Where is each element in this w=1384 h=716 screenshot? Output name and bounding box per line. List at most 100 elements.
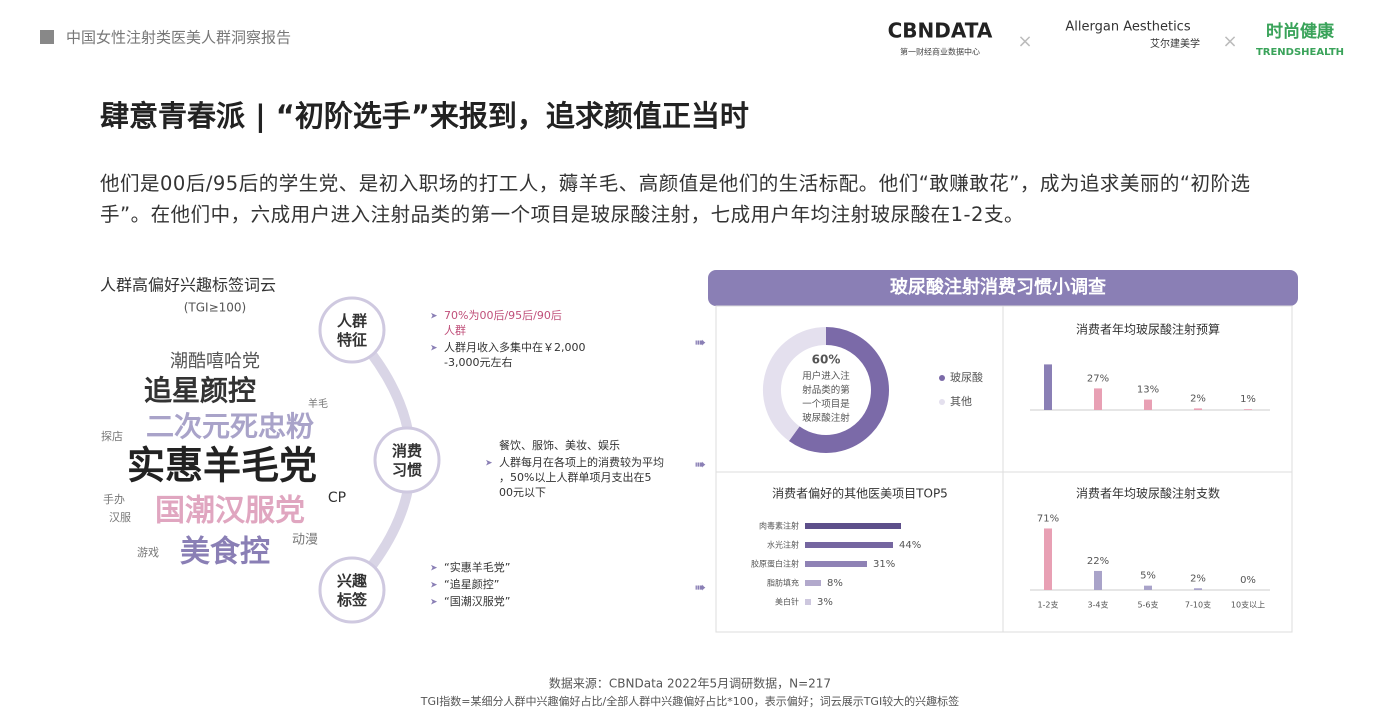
cloud-word: 追星颜控 <box>144 374 256 407</box>
y-tick-label: 脂肪填充 <box>767 578 799 588</box>
value-label: 71% <box>1037 513 1059 524</box>
x-tick-label: 5-6支 <box>1137 600 1158 610</box>
bullet: ➤ <box>430 581 438 591</box>
legend-dot <box>939 375 945 381</box>
section-label: 消费习惯 <box>392 442 422 479</box>
bar <box>805 580 821 586</box>
cloud-word: 探店 <box>101 429 123 443</box>
value-label: 13% <box>1137 385 1159 396</box>
value-label: 2% <box>1190 393 1206 404</box>
bar <box>805 523 901 529</box>
cloud-word: 手办 <box>103 492 125 506</box>
x-tick-label: 1-2支 <box>1037 600 1058 610</box>
legend-label: 其他 <box>950 395 972 408</box>
y-tick-label: 肉毒素注射 <box>759 521 799 531</box>
section-item: “国潮汉服党” <box>444 594 510 608</box>
section-circle <box>318 556 386 624</box>
section-circle <box>373 426 441 494</box>
chart-title: 消费者年均玻尿酸注射预算 <box>1076 322 1220 337</box>
bar <box>805 561 867 567</box>
section-item: 70%为00后/95后/90后人群 <box>444 309 562 337</box>
x-tick-label: 3-4支 <box>1087 600 1108 610</box>
source: 数据来源：CBNData 2022年5月调研数据，N=217 <box>549 676 831 691</box>
cloud-word: 美食控 <box>180 535 270 570</box>
survey-frame <box>715 305 1293 633</box>
bar <box>1244 409 1252 410</box>
bar <box>805 599 811 605</box>
donut-center-text: 用户进入注射品类的第一个项目是玻尿酸注射 <box>802 370 850 424</box>
donut-segment <box>788 327 889 453</box>
cloud-word: 动漫 <box>292 533 318 548</box>
value-label: 31% <box>873 559 895 570</box>
logo: TRENDSHEALTH <box>1256 47 1344 58</box>
donut-segment <box>763 327 827 441</box>
bar <box>1044 528 1052 590</box>
bar <box>1144 585 1152 590</box>
value-label: 22% <box>1087 556 1109 567</box>
bullet: ➤ <box>430 312 438 322</box>
header-title: 中国女性注射类医美人群洞察报告 <box>66 29 291 47</box>
section-item: “实惠羊毛党” <box>444 560 510 574</box>
arrow: ➠ <box>694 457 706 473</box>
header-square <box>40 30 54 44</box>
donut-center-value: 60% <box>812 353 841 367</box>
cloud-word: 羊毛 <box>308 397 328 410</box>
bullet: ➤ <box>485 459 493 469</box>
cloud-title: 人群高偏好兴趣标签词云 <box>100 276 276 295</box>
bar <box>1144 399 1152 410</box>
heading: 肆意青春派 | “初阶选手”来报到，追求颜值正当时 <box>100 99 749 133</box>
arrow: ➠ <box>694 580 706 596</box>
logo: 第一财经商业数据中心 <box>900 47 980 57</box>
y-tick-label: 美白针 <box>775 597 799 607</box>
paragraph: 他们是00后/95后的学生党、是初入职场的打工人，薅羊毛、高颜值是他们的生活标配… <box>100 172 1251 226</box>
value-label: 3% <box>817 597 833 608</box>
chart-title: 消费者年均玻尿酸注射支数 <box>1076 486 1220 501</box>
bar <box>1044 364 1052 410</box>
section-item: 人群月收入多集中在￥2,000 -3,000元左右 <box>444 340 586 369</box>
value-label: 1% <box>1240 394 1256 405</box>
value-label: 44% <box>899 540 921 551</box>
legend-label: 玻尿酸 <box>950 370 983 384</box>
section-circle <box>318 296 386 364</box>
value-label: 27% <box>1087 373 1109 384</box>
bar <box>1194 588 1202 590</box>
value-label: 0% <box>1240 575 1256 586</box>
bullet: ➤ <box>430 598 438 608</box>
cloud-subtitle: (TGI≥100) <box>184 301 247 315</box>
y-tick-label: 胶原蛋白注射 <box>751 559 799 569</box>
section-label: 兴趣标签 <box>336 572 368 609</box>
cloud-word: 国潮汉服党 <box>155 494 305 529</box>
bar <box>1194 408 1202 410</box>
x-tick-label: 7-10支 <box>1185 600 1211 610</box>
logo: 艾尔建美学 <box>1150 37 1200 50</box>
x-tick-label: 10支以上 <box>1231 600 1265 610</box>
bar <box>805 542 893 548</box>
note: TGI指数=某细分人群中兴趣偏好占比/全部人群中兴趣偏好占比*100，表示偏好；… <box>420 694 959 708</box>
separator: × <box>1017 31 1032 52</box>
value-label: 8% <box>827 578 843 589</box>
separator: × <box>1222 31 1237 52</box>
arrow: ➠ <box>694 335 706 351</box>
survey-title: 玻尿酸注射消费习惯小调查 <box>890 276 1106 298</box>
bullet: ➤ <box>430 344 438 354</box>
logo: CBNDATA <box>888 19 993 43</box>
cloud-word: 汉服 <box>109 511 131 524</box>
logo: Allergan Aesthetics <box>1065 20 1190 35</box>
section-label: 人群特征 <box>337 312 367 349</box>
cloud-word: CP <box>328 490 346 506</box>
bar <box>1094 388 1102 410</box>
bullet: ➤ <box>430 564 438 574</box>
cloud-word: 实惠羊毛党 <box>127 444 317 488</box>
cloud-word: 潮酷嘻哈党 <box>170 351 260 372</box>
bar <box>1094 570 1102 590</box>
section-item: 人群每月在各项上的消费较为平均，50%以上人群单项月支出在5 00元以下 <box>499 455 664 499</box>
section-item: “追星颜控” <box>444 577 499 591</box>
section-item: 餐饮、服饰、美妆、娱乐 <box>499 438 620 452</box>
cloud-word: 二次元死忠粉 <box>146 410 314 443</box>
logo: 时尚健康 <box>1266 21 1335 42</box>
legend-dot <box>939 399 945 405</box>
value-label: 2% <box>1190 573 1206 584</box>
survey-title-bar <box>708 270 1298 306</box>
